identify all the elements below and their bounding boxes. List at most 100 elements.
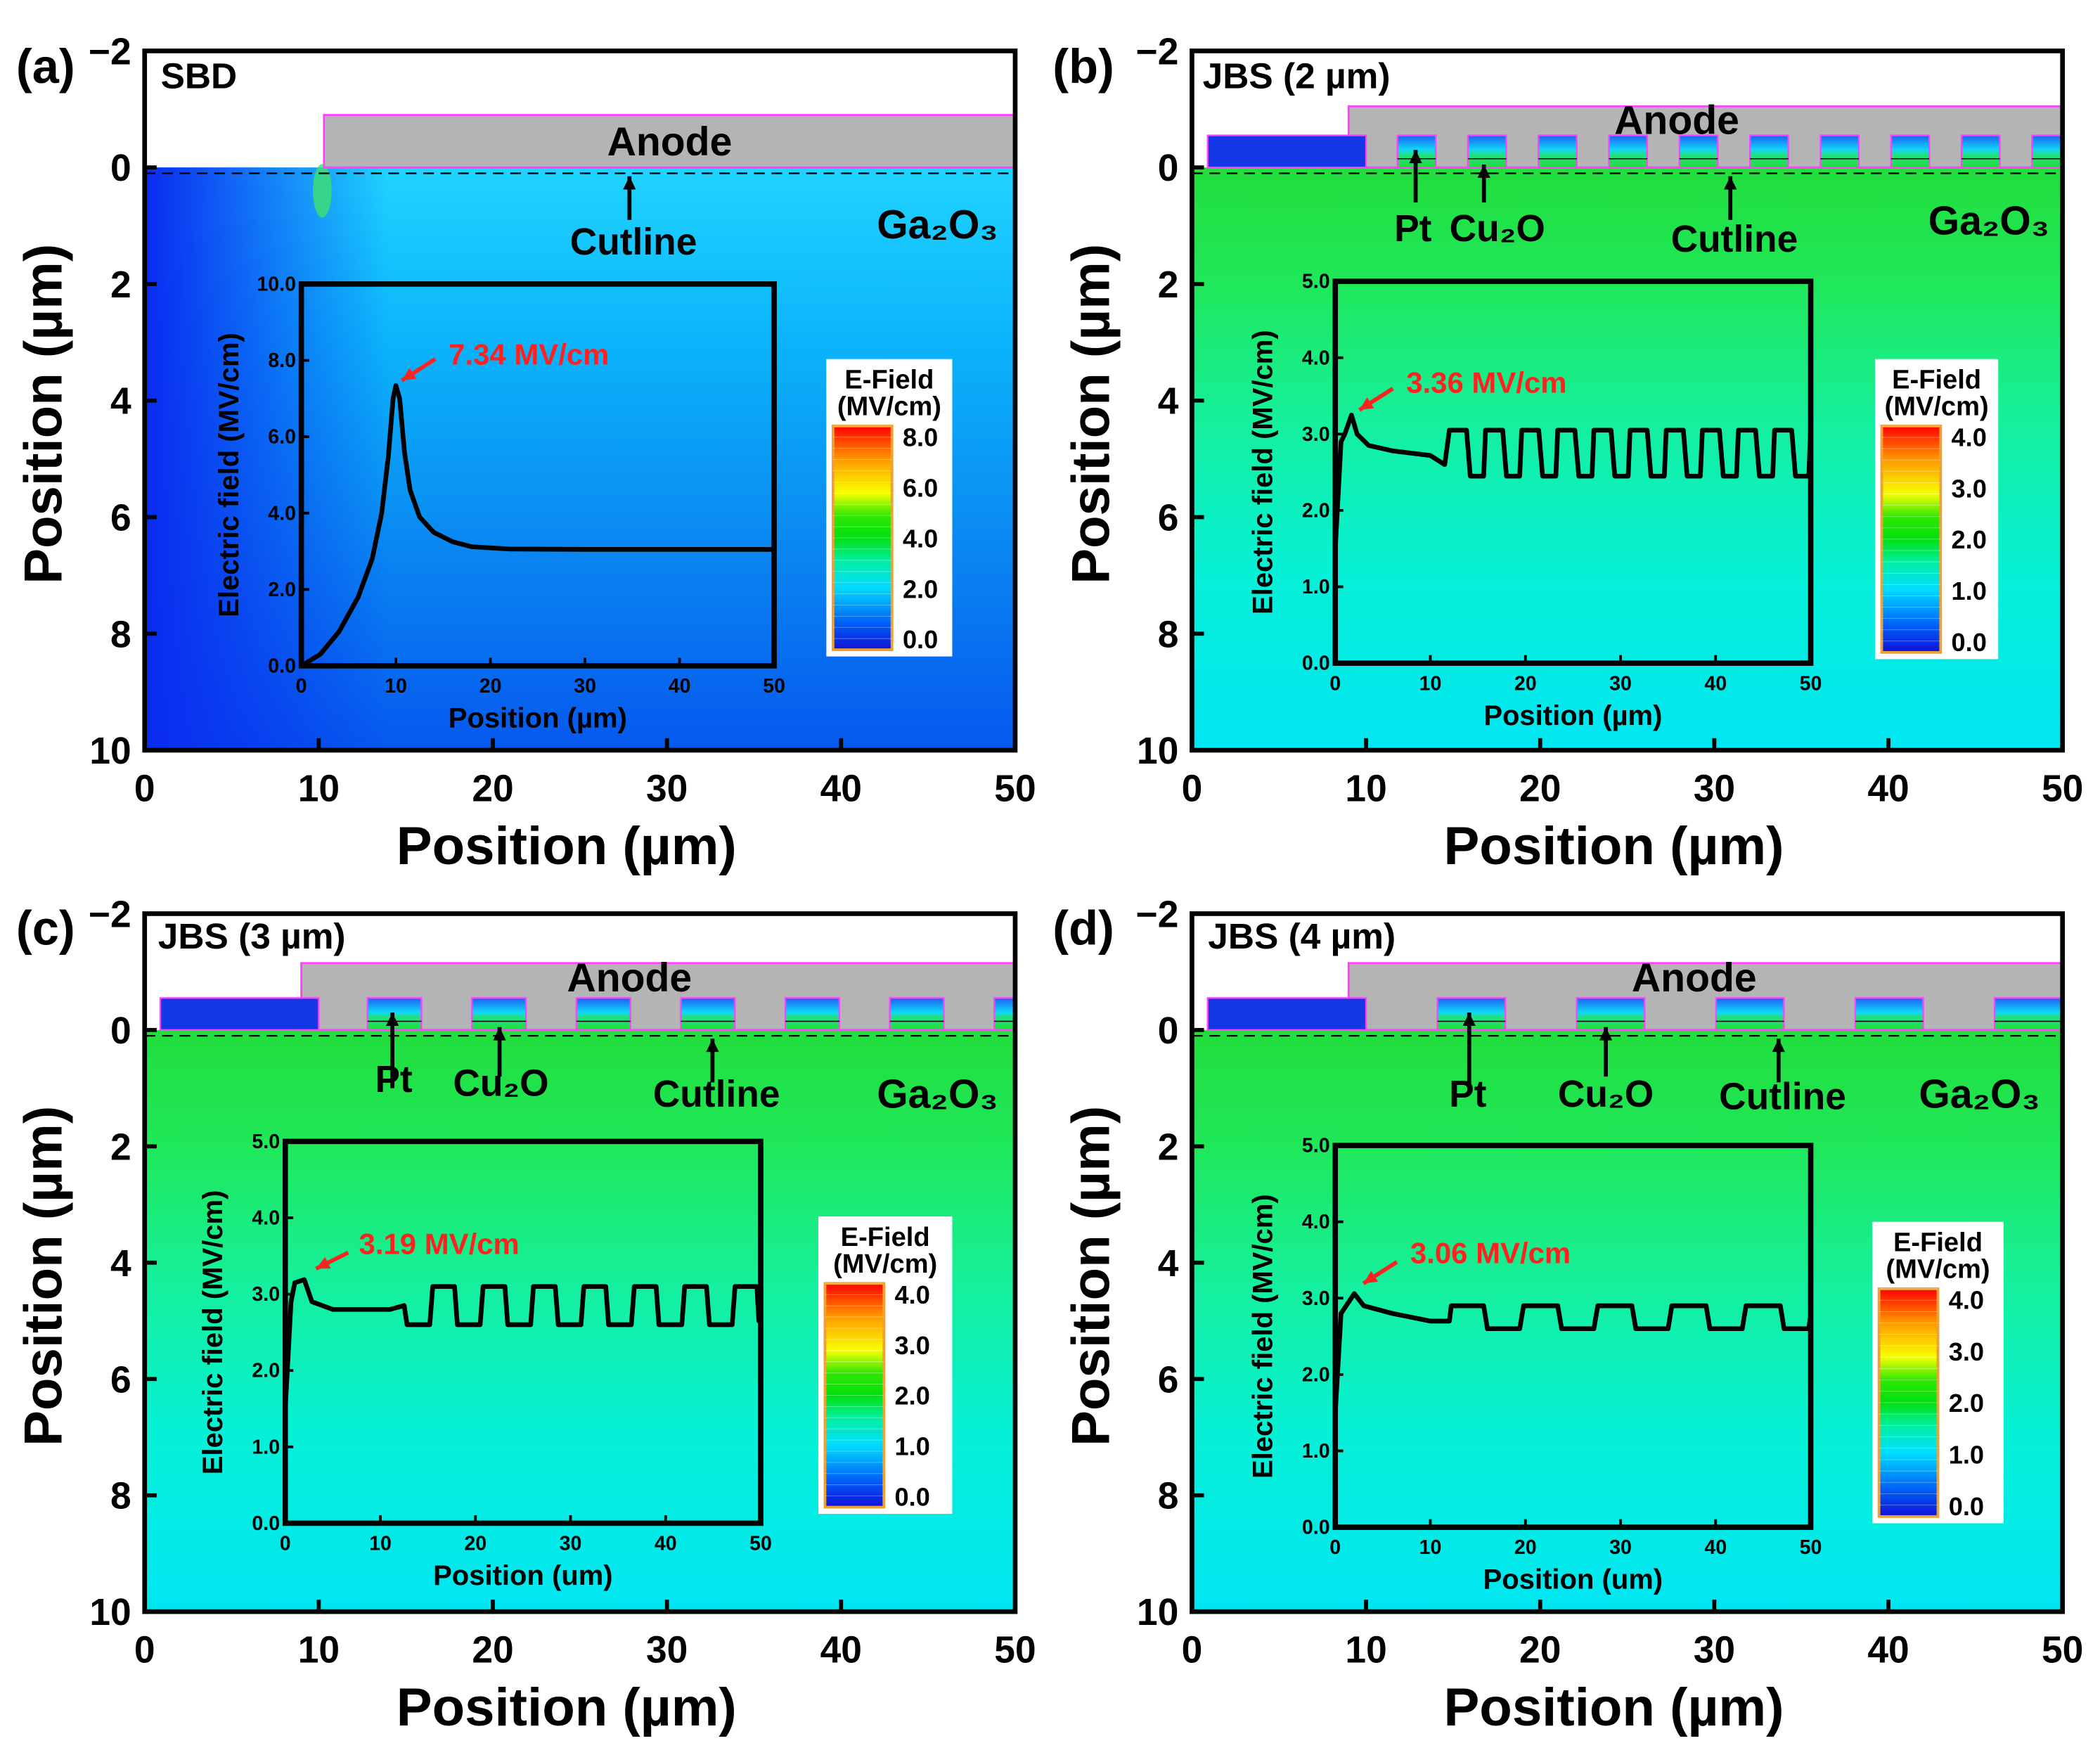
colorbar-gradient bbox=[831, 424, 894, 651]
colorbar-legend: E-Field(MV/cm)4.0 3.0 2.0 1.0 0.0 bbox=[1874, 359, 1999, 660]
panel-letter: (c) bbox=[16, 901, 75, 955]
inset-x-tick-label: 30 bbox=[1609, 672, 1632, 695]
peak-arrow-head bbox=[316, 1256, 331, 1269]
inset-x-tick-label: 20 bbox=[479, 675, 502, 698]
y-tick-label: 0 bbox=[1158, 1010, 1179, 1052]
cutline-arrow-head bbox=[623, 176, 636, 190]
peak-arrow-head bbox=[1363, 1271, 1379, 1284]
x-tick-label: 50 bbox=[2042, 1630, 2083, 1671]
peak-annotation: 3.06 MV/cm bbox=[1410, 1237, 1571, 1270]
x-tick-label: 50 bbox=[994, 1630, 1036, 1671]
colorbar-title: E-Field bbox=[844, 366, 934, 395]
inset-x-tick-label: 40 bbox=[1704, 672, 1727, 695]
pt-cu2o-finger bbox=[1890, 134, 1931, 169]
cutline-label: Cutline bbox=[1671, 219, 1798, 260]
inset-x-axis-title: Position (µm) bbox=[449, 703, 627, 734]
edge-termination-block bbox=[1206, 134, 1367, 169]
panel-letter: (b) bbox=[1052, 39, 1114, 94]
pt-cu2o-finger bbox=[1715, 997, 1785, 1031]
x-tick-label: 0 bbox=[134, 768, 155, 809]
y-tick-label: 4 bbox=[110, 1243, 131, 1285]
inset-y-tick-label: 0.0 bbox=[1302, 652, 1330, 675]
y-tick-label: 6 bbox=[1158, 498, 1179, 539]
efield-line-series bbox=[299, 383, 775, 668]
y-tick-label: 6 bbox=[110, 498, 131, 539]
inset-chart: 0 10 20 30 40 50 0.0 1.0 2.0 3.0 4.0 5.0 Position (u… bbox=[198, 1131, 772, 1591]
material-label: Ga₂O₃ bbox=[1928, 198, 2049, 243]
colorbar-tick-label: 8.0 bbox=[903, 423, 938, 451]
y-tick-label: 10 bbox=[89, 1592, 131, 1633]
cutline-arrow-head bbox=[1724, 176, 1737, 190]
x-tick-label: 10 bbox=[298, 768, 340, 809]
x-tick-label: 30 bbox=[1694, 1630, 1735, 1671]
x-tick-label: 10 bbox=[1345, 1630, 1386, 1671]
y-tick-label: 2 bbox=[110, 264, 131, 306]
inset-y-tick-label: 3.0 bbox=[252, 1283, 280, 1306]
x-tick-label: 50 bbox=[2042, 768, 2083, 809]
x-tick-label: 40 bbox=[1867, 1630, 1909, 1671]
pt-cu2o-finger bbox=[680, 997, 736, 1031]
device-label: SBD bbox=[161, 56, 238, 96]
material-label: Ga₂O₃ bbox=[1919, 1072, 2040, 1117]
inset-y-tick-label: 5.0 bbox=[252, 1131, 280, 1153]
cutline-arrow-head bbox=[706, 1039, 719, 1053]
inset-y-axis-title: Electric field (MV/cm) bbox=[1248, 330, 1279, 615]
inset-x-tick-label: 20 bbox=[1514, 1536, 1537, 1559]
pt-cu2o-finger bbox=[1678, 134, 1719, 169]
x-tick-label: 0 bbox=[134, 1630, 155, 1671]
x-axis-title: Position (µm) bbox=[397, 1678, 737, 1737]
pt-cu2o-finger bbox=[1467, 134, 1507, 169]
colorbar-tick-label: 0.0 bbox=[1952, 628, 1987, 657]
inset-y-axis-title: Electric field (MV/cm) bbox=[198, 1190, 228, 1475]
inset-x-tick-label: 40 bbox=[1704, 1536, 1727, 1559]
inset-x-tick-label: 50 bbox=[749, 1532, 772, 1555]
colorbar-tick-label: 0.0 bbox=[1949, 1492, 1984, 1521]
pt-arrow-head bbox=[1462, 1012, 1476, 1026]
colorbar-tick-label: 1.0 bbox=[1949, 1441, 1984, 1470]
x-tick-label: 30 bbox=[646, 768, 688, 809]
cu2o-label: Cu₂O bbox=[1450, 208, 1545, 250]
x-tick-label: 50 bbox=[994, 768, 1036, 809]
inset-y-tick-label: 2.0 bbox=[1302, 1363, 1330, 1386]
x-tick-label: 40 bbox=[820, 768, 862, 809]
inset-x-tick-label: 0 bbox=[1329, 1536, 1341, 1559]
peak-annotation: 3.36 MV/cm bbox=[1406, 366, 1566, 399]
y-tick-label: 10 bbox=[89, 731, 131, 772]
colorbar-tick-label: 3.0 bbox=[895, 1331, 930, 1360]
colorbar-gradient bbox=[823, 1282, 886, 1509]
y-axis-title: Position (µm) bbox=[1061, 1106, 1121, 1446]
y-tick-label: 2 bbox=[110, 1126, 131, 1168]
y-tick-label: 0 bbox=[1158, 148, 1179, 189]
inset-x-tick-label: 10 bbox=[1419, 672, 1442, 695]
inset-x-tick-label: 30 bbox=[1609, 1536, 1632, 1559]
pt-cu2o-finger bbox=[1576, 997, 1646, 1031]
inset-frame bbox=[1332, 1143, 1814, 1530]
y-tick-label: −2 bbox=[1136, 31, 1179, 72]
pt-cu2o-finger bbox=[2031, 134, 2063, 169]
colorbar-tick-label: 0.0 bbox=[895, 1483, 930, 1512]
pt-cu2o-finger bbox=[471, 997, 527, 1031]
y-tick-label: 4 bbox=[110, 381, 131, 423]
x-tick-label: 20 bbox=[1519, 768, 1561, 809]
inset-frame bbox=[1332, 278, 1814, 666]
inset-y-tick-label: 3.0 bbox=[1302, 1287, 1330, 1310]
inset-y-tick-label: 4.0 bbox=[1302, 1211, 1330, 1233]
y-tick-label: 6 bbox=[110, 1359, 131, 1401]
cutline-label: Cutline bbox=[570, 221, 697, 263]
inset-x-tick-label: 30 bbox=[560, 1532, 582, 1555]
pt-cu2o-finger bbox=[1854, 997, 1924, 1031]
y-tick-label: 4 bbox=[1158, 1243, 1179, 1285]
inset-x-tick-label: 50 bbox=[763, 675, 785, 698]
inset-chart: 0 10 20 30 40 50 0.0 1.0 2.0 3.0 4.0 5.0 Position (u… bbox=[1248, 1135, 1822, 1595]
peak-arrow-head bbox=[401, 368, 417, 381]
colorbar-tick-label: 4.0 bbox=[895, 1280, 930, 1309]
y-tick-label: 4 bbox=[1158, 381, 1179, 423]
colorbar-gradient bbox=[1880, 424, 1943, 654]
inset-x-tick-label: 40 bbox=[655, 1532, 677, 1555]
inset-y-tick-label: 5.0 bbox=[1302, 1135, 1330, 1157]
material-label: Ga₂O₃ bbox=[877, 1072, 998, 1117]
pt-cu2o-finger bbox=[1748, 134, 1789, 169]
pt-cu2o-finger bbox=[889, 997, 945, 1031]
y-tick-label: 2 bbox=[1158, 264, 1179, 306]
